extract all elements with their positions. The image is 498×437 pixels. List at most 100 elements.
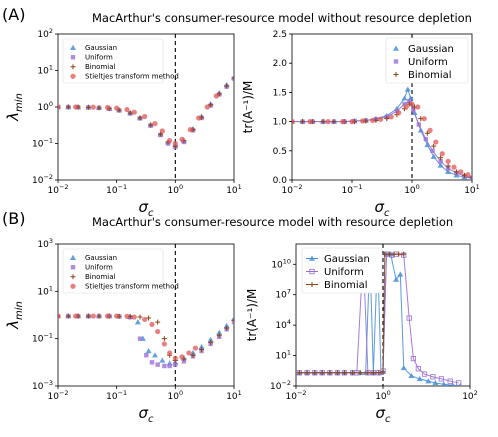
legend-marker — [393, 45, 399, 51]
data-point — [216, 329, 223, 335]
data-point — [131, 109, 137, 115]
data-point — [402, 101, 407, 107]
legend-marker — [70, 265, 76, 270]
data-point — [424, 130, 430, 136]
x-axis-label: σc — [138, 404, 154, 425]
data-point — [148, 122, 154, 128]
y-tick-label: 102 — [37, 27, 53, 40]
x-tick-label: 10−1 — [106, 183, 127, 196]
y-tick-label: 10−2 — [270, 379, 291, 392]
y-tick-label: 101 — [275, 349, 291, 362]
data-point — [437, 162, 444, 168]
data-point — [144, 353, 149, 358]
data-point — [223, 322, 230, 328]
x-tick-label: 100 — [168, 183, 184, 196]
data-point — [208, 102, 214, 108]
y-tick-label: 0.0 — [273, 176, 288, 186]
data-point — [400, 364, 407, 371]
data-point — [376, 370, 382, 376]
data-point — [167, 363, 172, 369]
data-point — [382, 251, 388, 257]
series-layer — [58, 313, 234, 369]
legend-marker — [309, 282, 315, 287]
data-point — [386, 251, 392, 257]
series-binomial — [58, 75, 234, 149]
legend-label: Binomial — [324, 280, 368, 291]
data-point — [187, 127, 193, 133]
legend-marker — [70, 73, 76, 79]
y-tick-label: 0.5 — [273, 147, 287, 157]
data-point — [432, 379, 439, 386]
data-point — [407, 98, 412, 104]
legend-marker — [70, 64, 76, 70]
data-point — [224, 325, 230, 331]
data-point — [90, 104, 96, 110]
data-point — [408, 372, 415, 379]
legend-label: Uniform — [85, 54, 113, 62]
data-point — [186, 350, 192, 356]
data-point — [304, 370, 310, 376]
data-point — [96, 313, 102, 319]
data-point — [104, 313, 111, 319]
data-point — [445, 168, 452, 175]
data-point — [378, 116, 384, 122]
y-tick-label: 107 — [275, 288, 291, 301]
data-point — [441, 381, 447, 386]
data-point — [458, 169, 464, 175]
data-point — [127, 110, 133, 116]
data-point — [415, 366, 421, 372]
data-point — [396, 251, 402, 257]
y-axis-label: tr(A⁻¹)/M — [241, 81, 255, 134]
data-point — [65, 104, 71, 110]
legend-label: Gaussian — [408, 44, 454, 55]
data-point — [331, 119, 337, 125]
y-tick-label: 2.5 — [273, 30, 287, 40]
legend-marker — [70, 55, 76, 60]
data-point — [409, 101, 415, 107]
data-point — [469, 174, 472, 180]
y-tick-label: 101 — [37, 284, 53, 297]
data-point — [159, 357, 166, 363]
data-point — [370, 370, 376, 376]
data-point — [124, 313, 130, 319]
data-point — [196, 115, 202, 121]
series-layer — [296, 251, 463, 386]
y-tick-label: 10−1 — [32, 137, 53, 150]
data-point — [173, 362, 178, 367]
y-tick-label: 104 — [275, 318, 291, 331]
data-point — [172, 355, 178, 361]
legend-label: Uniform — [85, 264, 113, 272]
x-axis-label: σc — [138, 198, 154, 219]
panel-a-title: MacArthur's consumer-resource model with… — [92, 11, 472, 25]
data-point — [199, 346, 205, 352]
data-point — [416, 122, 422, 127]
y-tick-label: 2.0 — [273, 59, 288, 69]
data-point — [430, 148, 435, 153]
series-stieltjes-transform-method — [292, 101, 471, 178]
legend-marker — [309, 268, 315, 275]
x-tick-label: 10−2 — [286, 389, 307, 402]
data-point — [161, 336, 167, 342]
chart-a-left: 10−2 10−1 100 101 10−2 10−1 100 101 102 σc λmin Gau… — [4, 27, 242, 219]
data-point — [137, 314, 143, 320]
data-point — [312, 370, 318, 376]
data-point — [149, 321, 155, 328]
data-point — [439, 151, 445, 157]
data-point — [58, 313, 61, 319]
data-point — [114, 105, 120, 111]
data-point — [231, 315, 234, 321]
legend-label: Gaussian — [324, 254, 370, 265]
data-point — [359, 118, 366, 124]
data-point — [406, 315, 412, 321]
data-point — [190, 352, 196, 358]
data-point — [137, 336, 143, 341]
data-point — [391, 251, 397, 257]
data-point — [431, 143, 437, 149]
data-point — [335, 370, 341, 376]
legend-marker — [70, 283, 76, 289]
series-binomial — [296, 251, 407, 376]
data-point — [96, 105, 102, 111]
data-point — [65, 313, 71, 319]
